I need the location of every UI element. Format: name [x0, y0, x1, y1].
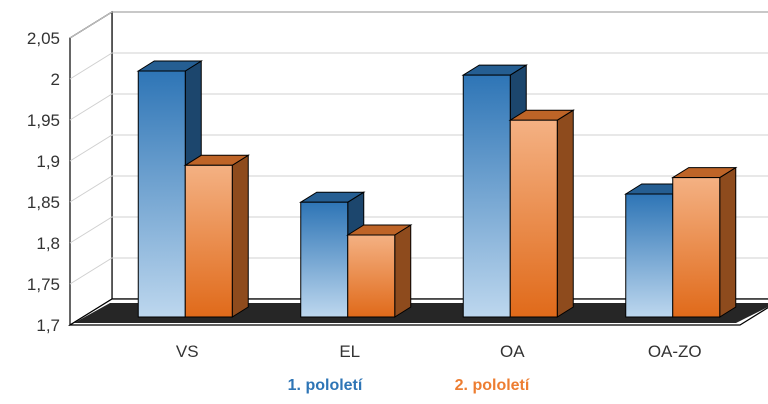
- bar-side: [231, 154, 249, 318]
- y-tick-label: 2,05: [27, 29, 60, 48]
- x-category-label: OA-ZO: [648, 342, 702, 361]
- y-tick-label: 1,85: [27, 193, 60, 212]
- y-tick-label: 1,9: [36, 152, 60, 171]
- legend-entry-series-2: 2. pololetí: [455, 377, 530, 394]
- bar-el-series-2: [346, 224, 413, 318]
- bar-side: [556, 109, 574, 318]
- bar-front: [509, 119, 558, 318]
- bar-oa-series-2: [508, 109, 575, 318]
- y-tick-label: 1,95: [27, 111, 60, 130]
- bar-oa-zo-series-2: [671, 166, 738, 318]
- bars: [136, 60, 738, 318]
- bar-front: [462, 74, 511, 318]
- bar-front: [347, 234, 396, 318]
- bar-vs-series-2: [183, 154, 250, 318]
- y-tick-label: 1,75: [27, 275, 60, 294]
- x-category-label: EL: [339, 342, 360, 361]
- y-axis-ticks: 1,7 1,75 1,8 1,85 1,9 1,95 2 2,05: [27, 29, 60, 335]
- bar-front: [625, 193, 674, 318]
- gridline: [69, 93, 768, 121]
- bar-front: [300, 201, 349, 318]
- bar-side: [719, 166, 737, 318]
- x-category-label: VS: [176, 342, 199, 361]
- gridline: [69, 11, 768, 39]
- y-tick-label: 2: [51, 70, 60, 89]
- legend: 1. pololetí 2. pololetí: [288, 377, 530, 394]
- gridline: [69, 52, 768, 80]
- side-wall: [69, 10, 113, 327]
- bar-front: [184, 164, 233, 318]
- y-tick-label: 1,8: [36, 234, 60, 253]
- legend-entry-series-1: 1. pololetí: [288, 377, 363, 394]
- x-category-label: OA: [500, 342, 525, 361]
- bar-front: [137, 70, 186, 318]
- chart-walls: [69, 10, 768, 327]
- x-axis-categories: VS EL OA OA-ZO: [176, 342, 702, 361]
- bar-front: [672, 177, 721, 318]
- y-tick-label: 1,7: [36, 316, 60, 335]
- bar-side: [394, 224, 412, 318]
